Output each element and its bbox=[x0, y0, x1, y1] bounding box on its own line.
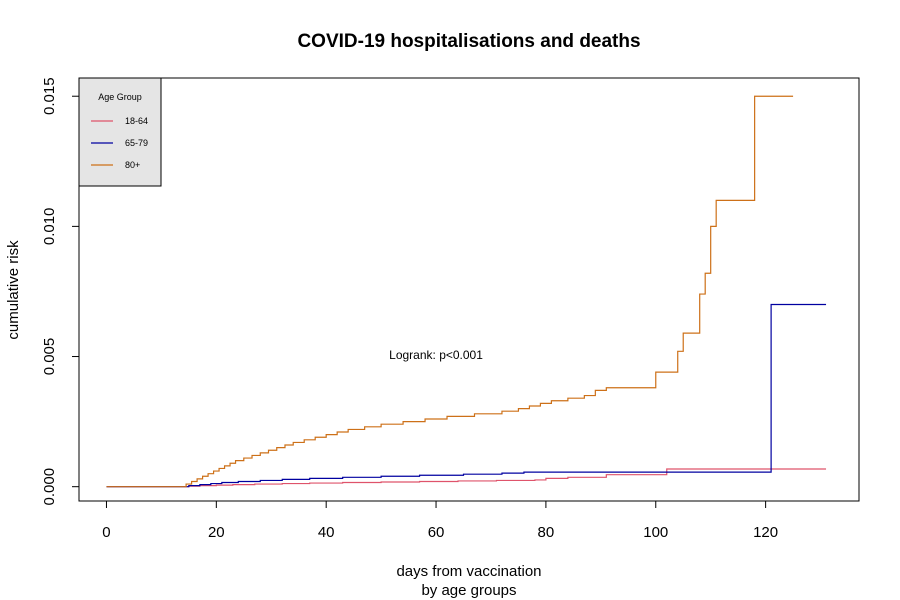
series-layer bbox=[106, 95, 827, 488]
legend-items: 18-64 65-79 80+ bbox=[91, 116, 148, 170]
x-axis-label-line2: by age groups bbox=[421, 582, 516, 599]
x-tick-label: 0 bbox=[102, 524, 110, 541]
y-axis: 0.000 0.005 0.010 0.015 bbox=[41, 77, 80, 506]
series-line-65-79 bbox=[106, 303, 827, 488]
y-tick-label: 0.000 bbox=[41, 468, 58, 506]
legend-label: 18-64 bbox=[125, 116, 148, 126]
x-axis-label: days from vaccination bbox=[396, 563, 541, 580]
y-axis-label: cumulative risk bbox=[5, 240, 22, 340]
x-tick-label: 40 bbox=[318, 524, 335, 541]
x-tick-label: 100 bbox=[643, 524, 668, 541]
series-line-18-64 bbox=[106, 468, 827, 488]
legend-label: 80+ bbox=[125, 160, 140, 170]
legend: Age Group 18-64 65-79 80+ bbox=[78, 77, 162, 187]
y-tick-label: 0.010 bbox=[41, 208, 58, 246]
y-tick-label: 0.005 bbox=[41, 338, 58, 376]
series-line-80+ bbox=[106, 95, 794, 488]
plot-frame bbox=[78, 77, 860, 502]
x-axis: 0 20 40 60 80 100 120 bbox=[102, 500, 778, 541]
y-tick-label: 0.015 bbox=[41, 77, 58, 115]
x-tick-label: 20 bbox=[208, 524, 225, 541]
x-tick-label: 60 bbox=[428, 524, 445, 541]
chart-title: COVID-19 hospitalisations and deaths bbox=[297, 31, 640, 52]
x-tick-label: 120 bbox=[753, 524, 778, 541]
legend-title: Age Group bbox=[98, 92, 142, 102]
logrank-annotation: Logrank: p<0.001 bbox=[389, 348, 483, 362]
legend-box bbox=[78, 77, 162, 187]
legend-label: 65-79 bbox=[125, 138, 148, 148]
x-tick-label: 80 bbox=[538, 524, 555, 541]
